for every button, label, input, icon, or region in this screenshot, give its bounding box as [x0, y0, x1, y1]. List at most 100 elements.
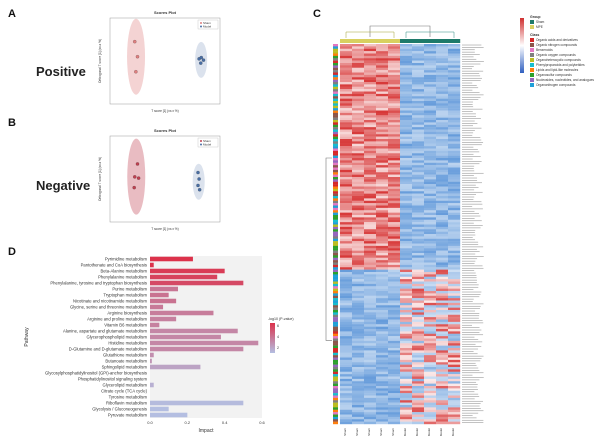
heatmap-cell	[340, 207, 353, 211]
heatmap-cell	[340, 193, 353, 197]
heatmap-cell	[376, 136, 389, 140]
scatter-point	[197, 177, 201, 181]
heatmap-cell	[436, 276, 449, 280]
heatmap-cell	[388, 44, 401, 47]
category-label: Glycosylphosphatidylinositol (GPI)-ancho…	[45, 371, 147, 376]
row-label-placeholder	[462, 341, 483, 343]
heatmap-cell	[364, 276, 377, 280]
heatmap-cell	[424, 393, 437, 396]
heatmap-cell	[364, 177, 377, 180]
heatmap-cell	[412, 207, 425, 211]
heatmap-cell	[400, 212, 413, 216]
heatmap-cell	[424, 245, 437, 249]
row-label-placeholder	[462, 248, 477, 250]
row-label-placeholder	[462, 108, 483, 110]
heatmap-cell	[436, 58, 449, 61]
heatmap-cell	[376, 393, 389, 396]
class-annotation-cell	[333, 414, 338, 418]
heatmap-cell	[376, 55, 389, 59]
heatmap-cell	[352, 172, 365, 175]
heatmap-cell	[340, 324, 353, 327]
heatmap-cell	[400, 340, 413, 344]
heatmap-cell	[388, 60, 401, 64]
heatmap-cell	[376, 241, 389, 244]
heatmap-cell	[412, 300, 425, 304]
class-annotation-cell	[333, 260, 338, 263]
heatmap-cell	[448, 350, 461, 353]
heatmap-cell	[412, 357, 425, 361]
heatmap-cell	[424, 162, 437, 166]
heatmap-cell	[364, 374, 377, 377]
heatmap-cell	[436, 67, 449, 71]
heatmap-cell	[400, 262, 413, 266]
heatmap-cell	[436, 70, 449, 73]
heatmap-cell	[388, 383, 401, 387]
heatmap-cell	[352, 162, 365, 166]
heatmap-cell	[340, 110, 353, 114]
row-label-placeholder	[462, 118, 481, 119]
heatmap-cell	[412, 395, 425, 399]
heatmap-cell	[400, 207, 413, 211]
heatmap-cell	[352, 359, 365, 363]
heatmap-cell	[340, 101, 353, 104]
heatmap-cell	[376, 110, 389, 114]
heatmap-cell	[352, 217, 365, 220]
column-dendrogram-model	[405, 31, 455, 38]
heatmap-cell	[376, 243, 389, 247]
heatmap-cell	[448, 139, 461, 142]
heatmap-cell	[448, 103, 461, 106]
heatmap-cell	[424, 84, 437, 87]
heatmap-cell	[388, 188, 401, 192]
class-annotation-cell	[333, 55, 338, 59]
heatmap-cell	[364, 146, 377, 149]
heatmap-cell	[412, 46, 425, 49]
row-label-placeholder	[462, 244, 479, 245]
heatmap-cell	[376, 127, 389, 130]
legend-label-group: MPE	[536, 25, 543, 29]
heatmap-cell	[388, 409, 401, 413]
heatmap-cell	[412, 115, 425, 118]
column-label: Sham	[343, 428, 347, 436]
heatmap-cell	[400, 122, 413, 125]
row-label-placeholder	[462, 412, 479, 414]
heatmap-cell	[436, 148, 449, 152]
heatmap-cell	[352, 253, 365, 256]
heatmap-cell	[424, 350, 437, 353]
heatmap-cell	[400, 283, 413, 287]
scatter-point	[133, 39, 137, 44]
scatter-point	[201, 58, 206, 62]
heatmap-cell	[340, 48, 353, 52]
heatmap-cell	[352, 276, 365, 280]
heatmap-cell	[436, 169, 449, 173]
row-label-placeholder	[462, 165, 475, 167]
column-label: Model	[415, 428, 419, 437]
heatmap-cell	[400, 129, 413, 133]
row-label-placeholder	[462, 70, 484, 72]
heatmap-cell	[340, 305, 353, 308]
heatmap-cell	[352, 241, 365, 244]
heatmap-cell	[340, 350, 353, 353]
heatmap-cell	[424, 72, 437, 76]
heatmap-cell	[376, 226, 389, 230]
heatmap-cell	[376, 117, 389, 121]
bar	[150, 334, 221, 340]
plot-title: Scores Plot	[154, 10, 177, 15]
heatmap-cell	[340, 131, 353, 135]
heatmap-cell	[340, 241, 353, 244]
heatmap-cell	[388, 203, 401, 206]
row-label-placeholder	[462, 308, 480, 309]
heatmap-cell	[424, 120, 437, 123]
heatmap-cell	[376, 101, 389, 104]
heatmap-cell	[352, 321, 365, 325]
bar	[150, 262, 154, 268]
heatmap-cell	[352, 212, 365, 216]
heatmap-cell	[448, 148, 461, 152]
heatmap-cell	[364, 129, 377, 133]
heatmap-cell	[400, 82, 413, 85]
bar	[150, 406, 169, 412]
heatmap-cell	[340, 250, 353, 254]
heatmap-cell	[340, 352, 353, 356]
heatmap-cell	[400, 215, 413, 218]
heatmap-cell	[376, 276, 389, 280]
heatmap-cell	[424, 153, 437, 156]
